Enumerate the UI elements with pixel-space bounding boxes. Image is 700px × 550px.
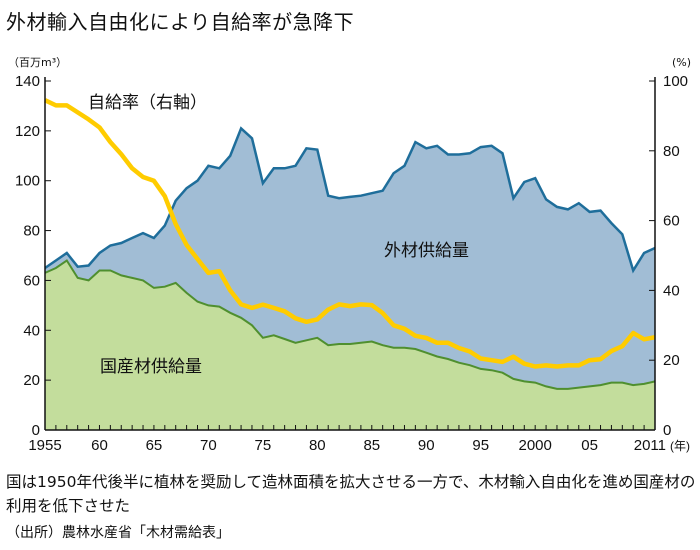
foreign-supply-label: 外材供給量 <box>384 241 469 260</box>
chart-note: 国は1950年代後半に植林を奨励して造林面積を拡大させる一方で、木材輸入自由化を… <box>6 473 696 515</box>
chart-source: （出所）農林水産省「木材需給表」 <box>6 525 230 541</box>
left-y-tick-label: 20 <box>23 372 40 389</box>
x-tick-label: 95 <box>472 437 489 454</box>
left-y-tick-label: 80 <box>23 223 40 240</box>
left-y-tick-label: 140 <box>15 73 40 90</box>
domestic-supply-label: 国産材供給量 <box>100 357 202 376</box>
x-axis-unit: (年) <box>670 439 690 453</box>
right-y-tick-label: 0 <box>663 422 671 439</box>
x-tick-label: 2000 <box>518 437 551 454</box>
left-y-tick-label: 0 <box>32 422 40 439</box>
left-y-tick-label: 100 <box>15 173 40 190</box>
left-axis-unit: （百万m³） <box>8 56 68 69</box>
x-tick-label: 90 <box>418 437 435 454</box>
left-y-tick-label: 40 <box>23 322 40 339</box>
x-tick-label: 80 <box>309 437 326 454</box>
left-y-tick-label: 60 <box>23 272 40 289</box>
right-y-tick-label: 80 <box>663 143 680 160</box>
right-y-tick-label: 20 <box>663 352 680 369</box>
right-y-tick-label: 60 <box>663 213 680 230</box>
x-tick-label: 60 <box>91 437 108 454</box>
x-tick-label: 05 <box>581 437 598 454</box>
x-tick-label: 75 <box>255 437 272 454</box>
chart-title: 外材輸入自由化により自給率が急降下 <box>6 10 355 34</box>
right-axis-unit: (%) <box>672 56 692 69</box>
right-y-tick-label: 100 <box>663 73 688 90</box>
right-y-tick-label: 40 <box>663 282 680 299</box>
foreign-supply-area <box>45 128 655 389</box>
self-sufficiency-label: 自給率（右軸） <box>88 93 207 112</box>
x-tick-label: 1955 <box>28 437 61 454</box>
x-tick-label: 85 <box>363 437 380 454</box>
chart-svg: 1955 60 65 70 75 80 85 90 95 2000 05 2011 (年)0204060… <box>15 73 690 454</box>
left-y-tick-label: 120 <box>15 123 40 140</box>
total-supply-line <box>44 126 656 274</box>
x-tick-label: 65 <box>146 437 163 454</box>
x-tick-label: 2011 <box>634 437 666 454</box>
domestic-supply-line <box>44 259 656 390</box>
self-sufficiency-line <box>44 98 656 369</box>
domestic-supply-area <box>45 260 655 430</box>
x-tick-label: 70 <box>200 437 217 454</box>
